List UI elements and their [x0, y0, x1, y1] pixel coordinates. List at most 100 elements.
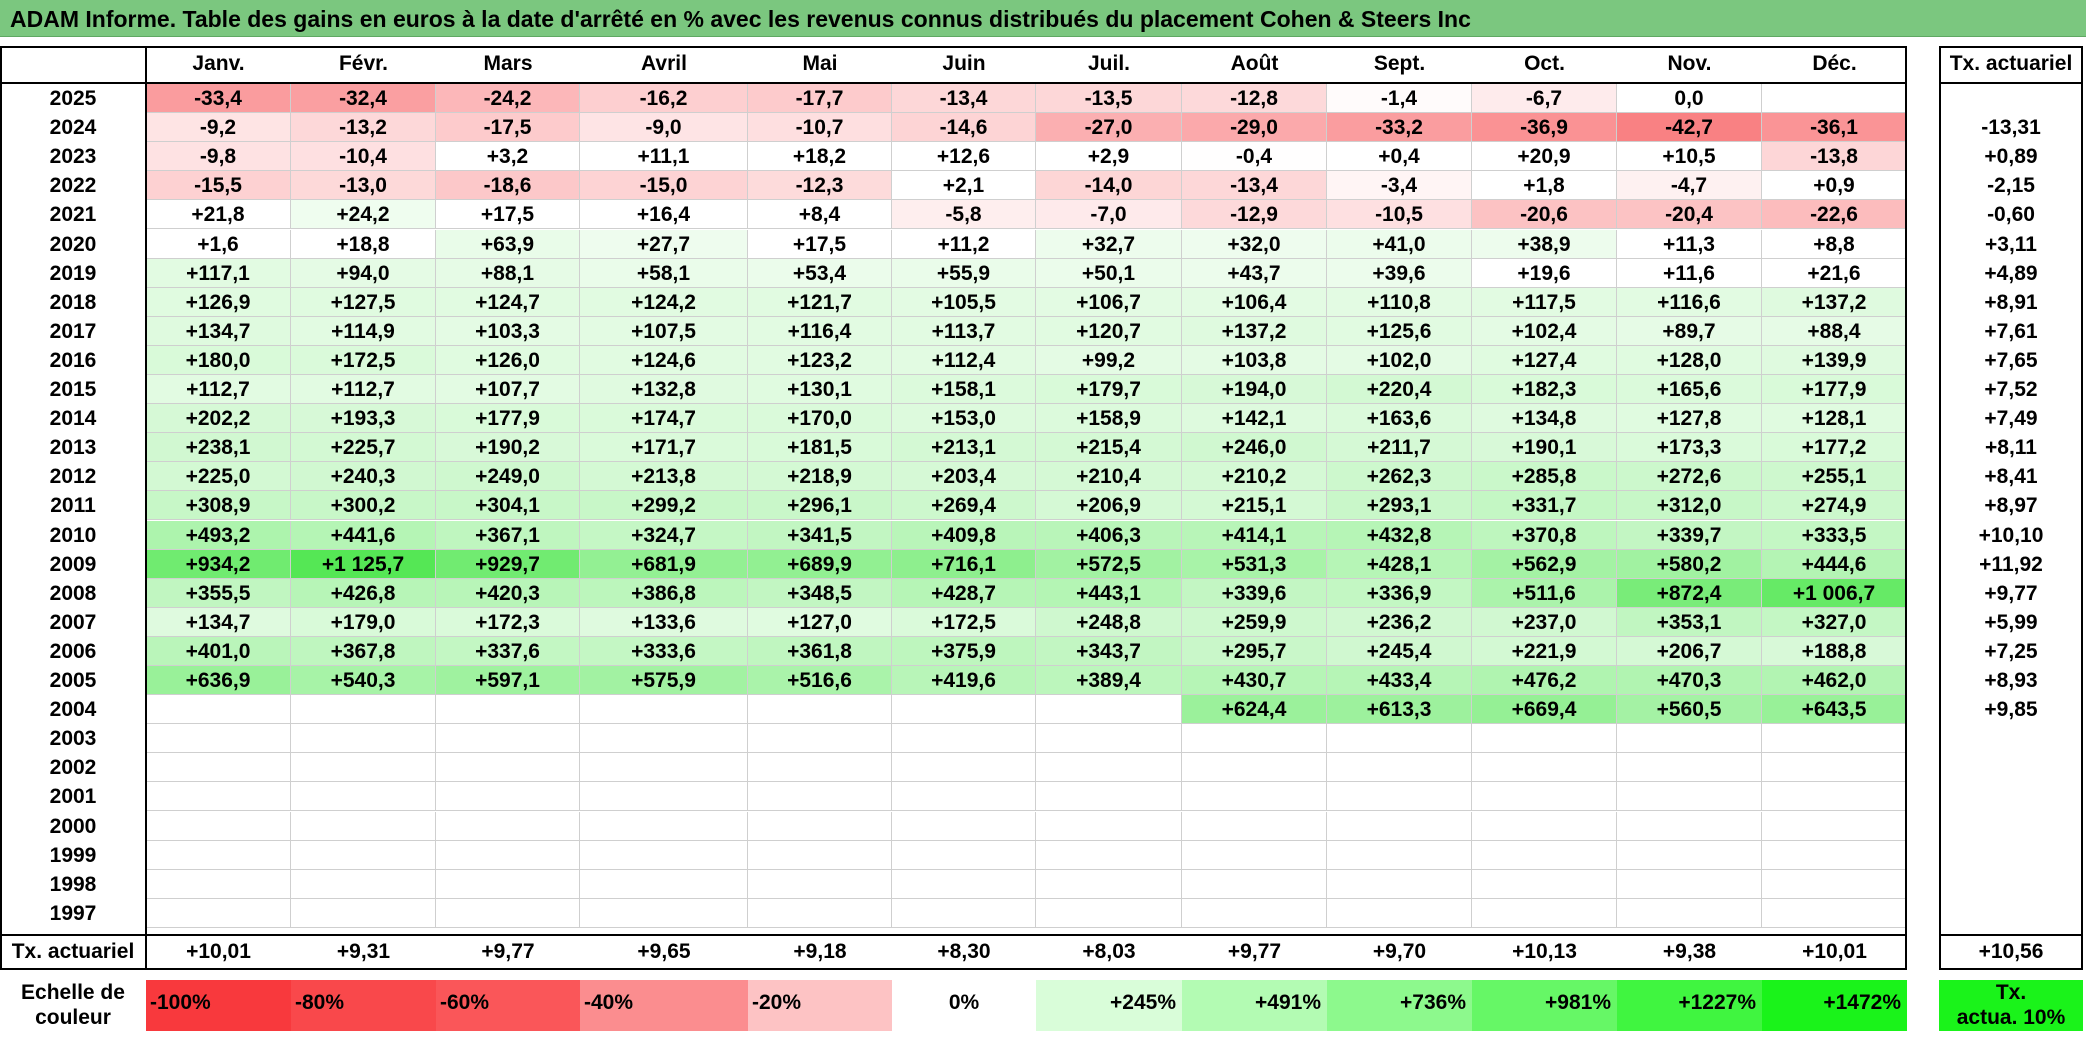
footer-ta-value: +10,56 [1978, 940, 2044, 963]
table-cell: +112,7 [146, 375, 291, 405]
table-cell: -33,2 [1327, 113, 1472, 143]
table-cell: +190,2 [436, 433, 580, 463]
table-cell: +245,4 [1327, 636, 1472, 666]
year-label: 2019 [49, 261, 97, 285]
table-cell: +1,8 [1472, 171, 1617, 201]
table-cell: +165,6 [1617, 375, 1762, 405]
table-cell: +0,4 [1327, 142, 1472, 172]
table-cell: -15,0 [580, 171, 748, 201]
table-cell: +177,9 [1762, 375, 1907, 405]
month-header: Févr. [338, 52, 389, 75]
ta-value [1939, 753, 2083, 782]
table-cell: +213,8 [580, 462, 748, 492]
table-cell [580, 753, 748, 783]
table-cell [580, 898, 748, 928]
table-cell: +225,7 [291, 433, 436, 463]
table-cell [436, 724, 580, 754]
table-cell: +259,9 [1182, 607, 1327, 637]
ta-value: +0,89 [1984, 145, 2038, 169]
table-cell: -20,4 [1617, 200, 1762, 230]
table-cell: +248,8 [1036, 607, 1182, 637]
table-cell [1036, 898, 1182, 928]
table-cell: +88,1 [436, 258, 580, 288]
table-cell: +112,4 [892, 345, 1036, 375]
table-cell: +112,7 [291, 375, 436, 405]
table-cell: +409,8 [892, 520, 1036, 550]
ta-value: +3,11 [1985, 232, 2037, 256]
table-cell: +126,9 [146, 287, 291, 317]
table-cell [1036, 869, 1182, 899]
scale-swatch: -80% [291, 980, 436, 1031]
table-cell [1617, 840, 1762, 870]
table-cell: +299,2 [580, 491, 748, 521]
table-cell: +2,9 [1036, 142, 1182, 172]
table-cell: +158,9 [1036, 404, 1182, 434]
table-cell: +295,7 [1182, 636, 1327, 666]
table-cell: +116,4 [748, 316, 892, 346]
table-cell [146, 840, 291, 870]
table-cell: +1 125,7 [291, 549, 436, 579]
table-cell: +304,1 [436, 491, 580, 521]
table-cell: +17,5 [436, 200, 580, 230]
table-cell: +716,1 [892, 549, 1036, 579]
table-cell: +293,1 [1327, 491, 1472, 521]
table-cell: +327,0 [1762, 607, 1907, 637]
table-cell [892, 695, 1036, 725]
table-cell: +20,9 [1472, 142, 1617, 172]
table-cell: -0,4 [1182, 142, 1327, 172]
ta-value: +8,11 [1985, 436, 2037, 460]
table-cell [1036, 840, 1182, 870]
ta-value: +11,92 [1979, 552, 2043, 576]
table-cell: +236,2 [1327, 607, 1472, 637]
table-cell: +130,1 [748, 375, 892, 405]
footer-value: +10,01 [1802, 940, 1867, 963]
table-cell: +114,9 [291, 316, 436, 346]
table-cell: +24,2 [291, 200, 436, 230]
table-cell [1182, 724, 1327, 754]
table-cell: +127,8 [1617, 404, 1762, 434]
table-cell [291, 811, 436, 841]
table-cell: +123,2 [748, 345, 892, 375]
table-cell: +181,5 [748, 433, 892, 463]
table-cell: +32,7 [1036, 229, 1182, 259]
table-cell: +333,6 [580, 636, 748, 666]
footer-value: +8,30 [937, 940, 991, 963]
table-cell: -10,7 [748, 113, 892, 143]
month-header: Oct. [1524, 52, 1565, 75]
table-cell: +177,2 [1762, 433, 1907, 463]
table-cell [436, 782, 580, 812]
table-cell: -33,4 [146, 84, 291, 114]
table-cell [1327, 724, 1472, 754]
table-cell [1036, 753, 1182, 783]
table-cell: +339,7 [1617, 520, 1762, 550]
table-cell: +213,1 [892, 433, 1036, 463]
table-cell: +560,5 [1617, 695, 1762, 725]
table-cell: +285,8 [1472, 462, 1617, 492]
footer-label: Tx. actuariel [11, 940, 135, 963]
footer-value: +9,65 [637, 940, 691, 963]
table-cell: +110,8 [1327, 287, 1472, 317]
scale-swatch: +981% [1472, 980, 1617, 1031]
table-cell: +172,3 [436, 607, 580, 637]
table-cell [892, 898, 1036, 928]
table-cell: +681,9 [580, 549, 748, 579]
table-cell: +476,2 [1472, 666, 1617, 696]
table-cell: -32,4 [291, 84, 436, 114]
table-cell: +113,7 [892, 316, 1036, 346]
table-cell: +172,5 [892, 607, 1036, 637]
scale-label-line2: couleur [35, 1006, 111, 1029]
table-cell: +8,4 [748, 200, 892, 230]
ta-value: +9,77 [1984, 581, 2038, 605]
table-cell: +19,6 [1472, 258, 1617, 288]
table-cell: +443,1 [1036, 578, 1182, 608]
table-cell [436, 695, 580, 725]
year-label: 2015 [49, 378, 97, 401]
table-cell: +128,1 [1762, 404, 1907, 434]
table-cell [748, 811, 892, 841]
table-cell: +540,3 [291, 666, 436, 696]
table-cell: +10,5 [1617, 142, 1762, 172]
table-cell: -13,5 [1036, 84, 1182, 114]
table-cell: -10,5 [1327, 200, 1472, 230]
year-label: 2003 [49, 727, 97, 751]
table-cell: -4,7 [1617, 171, 1762, 201]
